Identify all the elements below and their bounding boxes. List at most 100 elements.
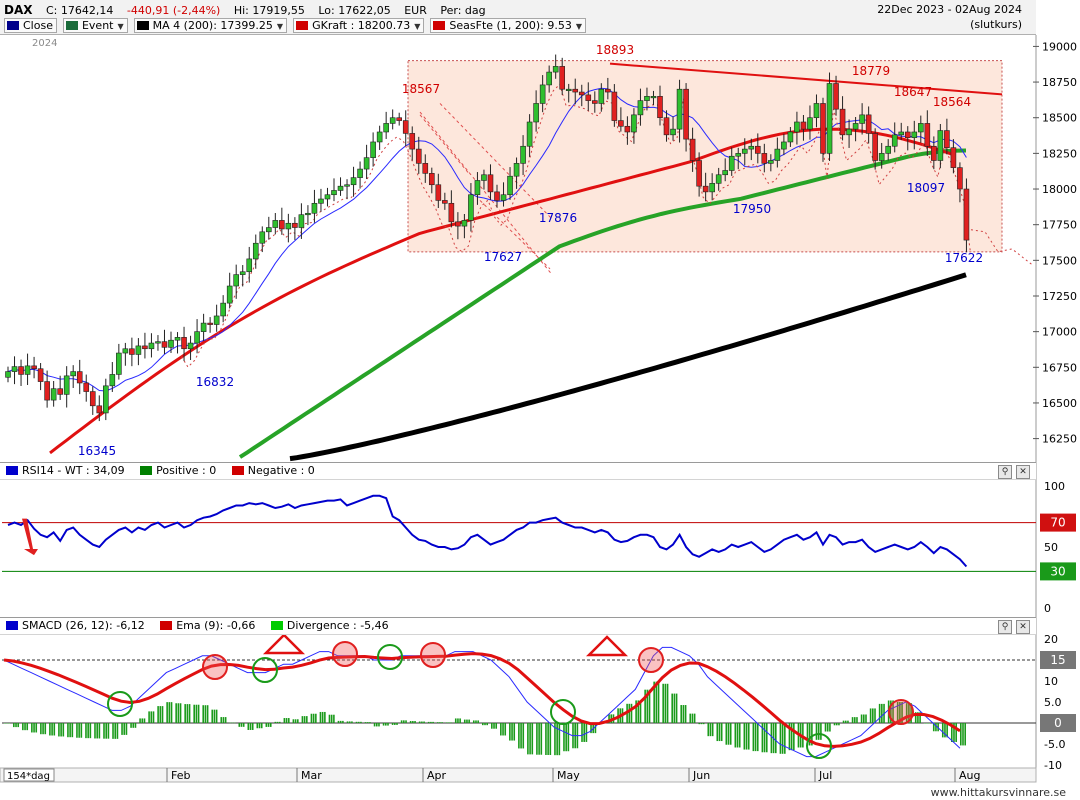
legend-gkraft[interactable]: GKraft : 18200.73 ▼ bbox=[293, 18, 425, 33]
sell-signal-icon bbox=[888, 699, 914, 725]
legend-ma200[interactable]: MA 4 (200): 17399.25 ▼ bbox=[133, 18, 288, 33]
divergence-bar bbox=[238, 723, 241, 727]
ema-legend-item: Ema (9): -0,66 bbox=[160, 619, 255, 632]
divergence-bar bbox=[509, 723, 511, 741]
divergence-bar bbox=[761, 723, 764, 753]
close-icon[interactable]: ✕ bbox=[1016, 465, 1030, 479]
divergence-bar bbox=[926, 723, 928, 724]
rsi-legend-item: RSI14 - WT : 34,09 bbox=[6, 464, 125, 477]
divergence-bar bbox=[436, 722, 439, 723]
ma50-line bbox=[238, 148, 967, 459]
divergence-bar bbox=[808, 723, 811, 746]
price-annotation: 18647 bbox=[894, 85, 932, 99]
divergence-bar bbox=[655, 681, 658, 723]
divergence-bar bbox=[4, 723, 6, 724]
divergence-bar bbox=[105, 723, 108, 739]
divergence-bar bbox=[865, 714, 867, 723]
candle-body bbox=[533, 103, 539, 123]
divergence-bar bbox=[700, 723, 703, 725]
candle-body bbox=[103, 385, 109, 414]
divergence-bar bbox=[881, 703, 883, 723]
divergence-bar bbox=[675, 693, 678, 723]
divergence-bar bbox=[484, 723, 486, 726]
zoom-icon[interactable]: ⚲ bbox=[998, 465, 1012, 479]
candle-body bbox=[396, 117, 403, 121]
time-tick-label: Aug bbox=[959, 769, 980, 782]
candle-body bbox=[787, 131, 794, 143]
divergence-bar bbox=[233, 722, 236, 724]
time-tick-label: Feb bbox=[171, 769, 190, 782]
chevron-down-icon[interactable]: ▼ bbox=[414, 22, 421, 31]
divergence-bar bbox=[123, 723, 126, 735]
candle-body bbox=[846, 128, 852, 136]
candle-body bbox=[676, 88, 683, 130]
candle-body bbox=[415, 148, 422, 164]
candle-body bbox=[546, 71, 552, 86]
candle-body bbox=[370, 141, 376, 158]
divergence-bar bbox=[324, 711, 326, 723]
divergence-bar bbox=[157, 706, 159, 723]
divergence-bar bbox=[529, 723, 531, 755]
candle-body bbox=[279, 220, 285, 230]
candle-body bbox=[481, 174, 487, 181]
candle-body bbox=[155, 341, 161, 344]
close-icon[interactable]: ✕ bbox=[1016, 620, 1030, 634]
divergence-bar bbox=[635, 700, 637, 723]
legend-seasfte[interactable]: SeasFte (1, 200): 9.53 ▼ bbox=[430, 18, 586, 33]
chevron-down-icon[interactable]: ▼ bbox=[117, 22, 124, 31]
candle-body bbox=[142, 345, 148, 350]
divergence-bar bbox=[765, 723, 768, 753]
candle-body bbox=[442, 200, 448, 204]
chevron-down-icon[interactable]: ▼ bbox=[276, 22, 284, 31]
candle-body bbox=[487, 174, 494, 193]
divergence-bar bbox=[96, 723, 98, 739]
divergence-bar bbox=[285, 718, 288, 723]
macd-panel-header: SMACD (26, 12): -6,12 Ema (9): -0,66 Div… bbox=[0, 617, 1036, 635]
footer-link[interactable]: www.hittakursvinnare.se bbox=[930, 786, 1066, 799]
divergence-bar bbox=[184, 704, 186, 723]
divergence-bar bbox=[878, 703, 881, 723]
divergence-triangle-icon bbox=[262, 633, 306, 655]
divergence-bar bbox=[400, 720, 403, 723]
legend-event[interactable]: Event ▼ bbox=[62, 18, 128, 33]
candle-body bbox=[389, 117, 396, 124]
divergence-bar bbox=[242, 723, 245, 727]
divergence-bar bbox=[360, 721, 362, 723]
candle-body bbox=[611, 91, 618, 121]
divergence-bar bbox=[756, 723, 759, 752]
divergence-bar bbox=[842, 720, 845, 723]
candle-body bbox=[148, 342, 155, 350]
price-annotation: 18893 bbox=[596, 43, 634, 57]
divergence-bar bbox=[369, 722, 371, 723]
divergence-bar bbox=[13, 723, 15, 728]
rsi-panel-header: RSI14 - WT : 34,09 Positive : 0 Negative… bbox=[0, 462, 1036, 480]
divergence-bar bbox=[445, 722, 448, 723]
time-tick-label: Mar bbox=[301, 769, 322, 782]
divergence-bar bbox=[60, 723, 62, 737]
divergence-bar bbox=[874, 708, 876, 723]
color-swatch bbox=[136, 21, 149, 30]
legend-close[interactable]: Close bbox=[4, 18, 57, 33]
divergence-bar bbox=[833, 723, 836, 726]
divergence-bar bbox=[869, 708, 872, 723]
candle-body bbox=[911, 131, 918, 138]
zoom-icon[interactable]: ⚲ bbox=[998, 620, 1012, 634]
divergence-bar bbox=[914, 712, 917, 723]
divergence-bar bbox=[775, 723, 777, 754]
divergence-bar bbox=[522, 723, 525, 749]
chevron-down-icon[interactable]: ▼ bbox=[575, 22, 582, 31]
candle-body bbox=[252, 242, 259, 260]
candle-body bbox=[292, 222, 298, 228]
candle-body bbox=[311, 202, 318, 214]
macd-tick-label: 10 bbox=[1044, 675, 1058, 688]
macd-level-badge bbox=[1040, 651, 1076, 669]
divergence-bar bbox=[297, 719, 299, 723]
divergence-bar bbox=[337, 720, 340, 723]
divergence-bar bbox=[330, 714, 333, 723]
price-annotation: 18097 bbox=[907, 181, 945, 195]
candle-body bbox=[344, 184, 350, 187]
divergence-bar bbox=[159, 706, 162, 723]
time-tick-label: Jun bbox=[692, 769, 710, 782]
rsi-level-label: 70 bbox=[1050, 516, 1065, 530]
